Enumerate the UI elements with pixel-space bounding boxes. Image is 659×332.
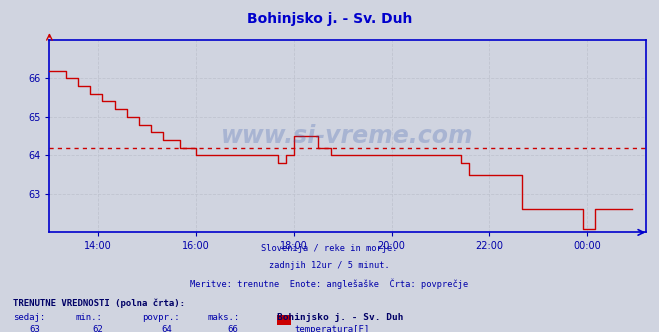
Text: zadnjih 12ur / 5 minut.: zadnjih 12ur / 5 minut. xyxy=(269,261,390,270)
Text: povpr.:: povpr.: xyxy=(142,313,179,322)
Text: Bohinjsko j. - Sv. Duh: Bohinjsko j. - Sv. Duh xyxy=(277,313,403,322)
Text: Meritve: trenutne  Enote: anglešaške  Črta: povprečje: Meritve: trenutne Enote: anglešaške Črta… xyxy=(190,279,469,289)
Text: temperatura[F]: temperatura[F] xyxy=(295,325,370,332)
Text: 64: 64 xyxy=(161,325,172,332)
Text: sedaj:: sedaj: xyxy=(13,313,45,322)
Text: Bohinjsko j. - Sv. Duh: Bohinjsko j. - Sv. Duh xyxy=(247,12,412,26)
Text: 62: 62 xyxy=(92,325,103,332)
Text: www.si-vreme.com: www.si-vreme.com xyxy=(221,124,474,148)
Text: maks.:: maks.: xyxy=(208,313,240,322)
Text: min.:: min.: xyxy=(76,313,103,322)
Text: TRENUTNE VREDNOSTI (polna črta):: TRENUTNE VREDNOSTI (polna črta): xyxy=(13,299,185,308)
Text: 63: 63 xyxy=(30,325,40,332)
Text: Slovenija / reke in morje.: Slovenija / reke in morje. xyxy=(261,244,398,253)
Text: 66: 66 xyxy=(227,325,238,332)
